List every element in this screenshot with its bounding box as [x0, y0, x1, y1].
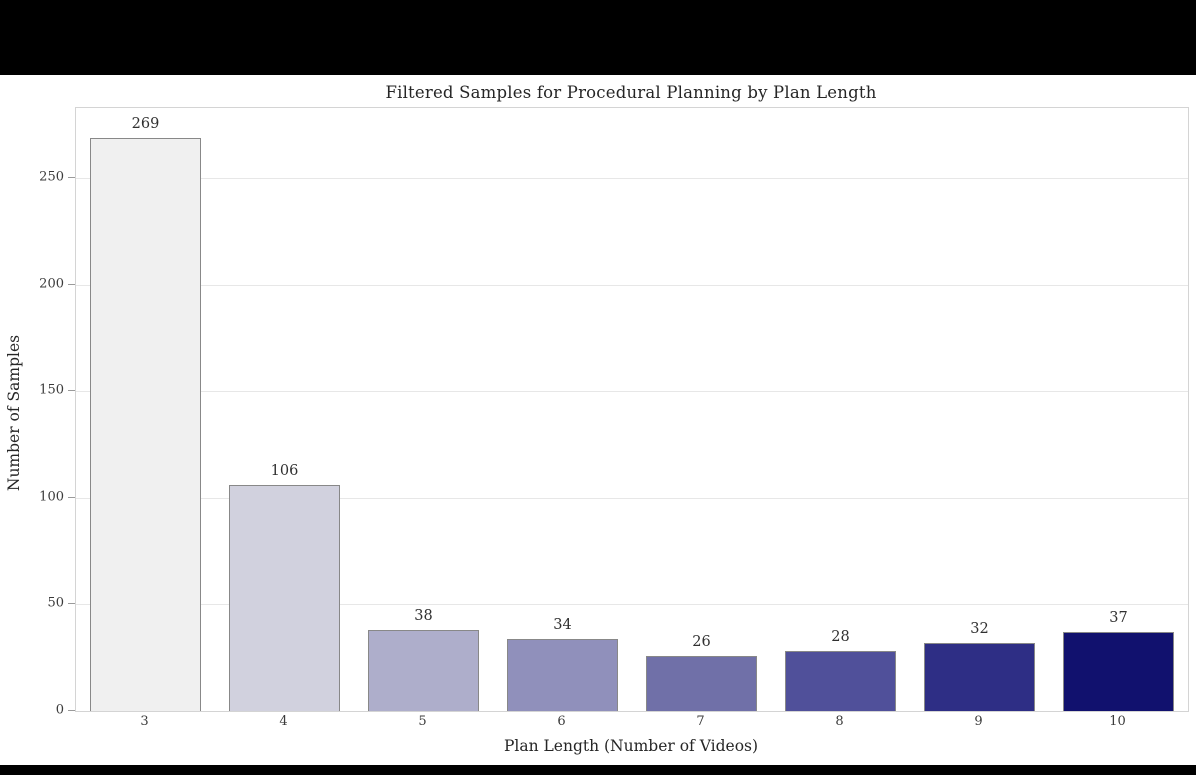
bar-value-label: 34 [553, 616, 572, 633]
bar-7 [646, 655, 757, 711]
y-tick-label: 250 [39, 169, 64, 185]
bar-8 [785, 651, 896, 711]
plot-area: 269 106 38 34 26 28 32 37 [75, 107, 1189, 712]
x-tick-label: 9 [974, 714, 983, 729]
gridline [76, 284, 1188, 286]
bar-value-label: 37 [1109, 610, 1128, 627]
gridline [76, 178, 1188, 180]
letterbox-bottom [0, 765, 1196, 775]
bar-value-label: 28 [831, 629, 850, 646]
x-tick-label: 4 [279, 714, 288, 729]
bar-value-label: 106 [270, 463, 299, 480]
x-tick-label: 10 [1109, 714, 1126, 729]
x-axis-label: Plan Length (Number of Videos) [503, 737, 759, 755]
x-tick-label: 3 [140, 714, 149, 729]
y-tick-label: 150 [39, 382, 64, 398]
gridline [76, 497, 1188, 499]
bar-10 [1063, 632, 1174, 711]
y-tick-mark [68, 603, 75, 605]
bar-4 [229, 485, 340, 711]
bar-chart-figure: Filtered Samples for Procedural Planning… [0, 75, 1196, 765]
letterbox-top [0, 0, 1196, 75]
y-tick-label: 200 [39, 276, 64, 292]
chart-title: Filtered Samples for Procedural Planning… [385, 83, 877, 102]
bar-6 [507, 638, 618, 711]
bar-value-label: 26 [692, 633, 711, 650]
bar-3 [90, 137, 201, 711]
y-tick-label: 0 [55, 702, 64, 718]
x-tick-label: 8 [835, 714, 844, 729]
y-tick-mark [68, 496, 75, 498]
bar-value-label: 38 [414, 608, 433, 625]
y-tick-mark [68, 710, 75, 711]
gridline [76, 391, 1188, 393]
y-tick-mark [68, 177, 75, 179]
bar-9 [924, 642, 1035, 711]
y-tick-mark [68, 283, 75, 285]
gridline [76, 604, 1188, 606]
bar-5 [368, 630, 479, 711]
y-tick-mark [68, 390, 75, 392]
y-axis-label: Number of Samples [5, 334, 23, 492]
y-tick-label: 50 [47, 595, 64, 611]
y-tick-label: 100 [39, 489, 64, 505]
bar-value-label: 32 [970, 620, 989, 637]
x-tick-label: 5 [418, 714, 427, 729]
x-tick-label: 6 [557, 714, 566, 729]
x-tick-label: 7 [696, 714, 705, 729]
bar-value-label: 269 [131, 115, 160, 132]
